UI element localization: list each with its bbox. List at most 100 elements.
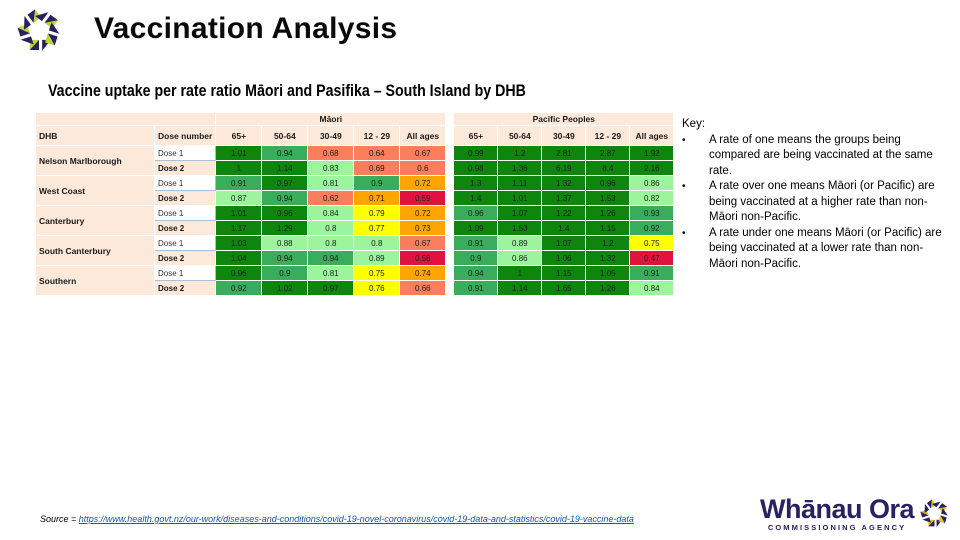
maori-table: Māori DHB Dose number 65+ 50-64 30-49 12 - 29 A… [34,112,447,296]
column-header-age-0: 65+ [453,125,499,146]
key-bullet-text: A rate of one means the groups being com… [709,133,933,177]
rate-cell: 0.72 [399,175,447,191]
table-row: Dose 2 1.17 1.29 0.8 0.77 0.73 [36,220,447,236]
rate-cell: 0.9 [453,250,499,266]
rate-cell: 0.92 [629,220,675,236]
rate-cell: 1 [497,265,543,281]
rate-cell: 1.17 [215,220,263,236]
table-row: Dose 2 0.92 1.02 0.97 0.76 0.66 [36,280,447,296]
table-row: West Coast Dose 1 0.91 0.97 0.81 0.9 0.72 [35,175,447,206]
rate-cell: 0.58 [399,250,447,266]
table-row: South Canterbury Dose 1 1.03 0.88 0.8 0.8 0.67 [35,235,447,266]
rate-cell: 1.92 [629,145,675,161]
rate-cell: 0.64 [353,145,401,161]
rate-cell: 1.26 [585,280,631,296]
rate-cell: 0.79 [353,205,401,221]
table-row: 0.99 1.2 2.81 2.87 1.92 [453,145,675,161]
table-row: 1.3 1.11 1.32 0.96 0.86 [453,175,675,191]
key-bullet-item: • A rate under one means Māori (or Pacifi… [682,226,942,273]
rate-cell: 8.4 [585,160,631,176]
rate-cell: 2.87 [585,145,631,161]
rate-cell: 1.02 [261,280,309,296]
rate-cell: 0.82 [629,190,675,206]
table-row: Dose 2 1.04 0.94 0.94 0.89 0.58 [36,250,447,266]
rate-cell: 0.88 [261,235,309,251]
table-row: Nelson Marlborough Dose 1 1.01 0.94 0.68 0.64… [35,145,447,176]
rate-cell: 1.05 [585,265,631,281]
rate-cell: 0.94 [261,250,309,266]
rate-cell: 1.14 [497,280,543,296]
rate-cell: 0.72 [399,205,447,221]
dose-cell: Dose 1 [153,175,217,191]
rate-cell: 0.71 [353,190,401,206]
rate-cell: 1.01 [215,205,263,221]
source-link[interactable]: https://www.health.govt.nz/our-work/dise… [78,514,634,524]
rate-cell: 0.87 [215,190,263,206]
column-header-age-0: 65+ [215,125,263,146]
key-bullet-item: • A rate over one means Māori (or Pacific… [682,179,942,226]
rate-cell: 1.26 [585,205,631,221]
rate-cell: 2.16 [629,160,675,176]
column-header-age-4: All ages [629,125,675,146]
rate-cell: 0.98 [453,160,499,176]
rate-cell: 0.62 [307,190,355,206]
rate-cell: 1.37 [541,190,587,206]
dose-cell: Dose 2 [153,280,217,296]
dhb-name-cell: South Canterbury [35,235,155,266]
whanau-ora-logotype: Whānau Ora COMMISSIONING AGENCY [760,494,915,533]
rate-cell: 1.22 [541,205,587,221]
column-header-age-1: 50-64 [261,125,309,146]
rate-cell: 0.94 [261,145,309,161]
table-corner [34,112,217,126]
heatmap-tables: Māori DHB Dose number 65+ 50-64 30-49 12 - 29 A… [34,112,675,296]
rate-cell: 0.91 [215,175,263,191]
rate-cell: 1.29 [261,220,309,236]
dose-cell: Dose 2 [153,190,217,206]
rate-cell: 1.07 [541,235,587,251]
rate-cell: 0.96 [261,205,309,221]
rate-cell: 1.15 [541,265,587,281]
rate-cell: 1.04 [215,250,263,266]
rate-cell: 0.99 [453,145,499,161]
rate-cell: 0.75 [629,235,675,251]
group-header: Pacific Peoples [453,112,675,126]
table-row: Canterbury Dose 1 1.01 0.96 0.84 0.79 0.72 [35,205,447,236]
dhb-name-cell: West Coast [35,175,155,206]
rate-cell: 1.3 [453,175,499,191]
whanau-ora-tagline: COMMISSIONING AGENCY [767,523,907,532]
table-row: 1.09 1.53 1.4 1.15 0.92 [453,220,675,236]
rate-cell: 0.86 [497,250,543,266]
key-bullet-item: • A rate of one means the groups being co… [682,133,942,180]
rate-cell: 0.68 [307,145,355,161]
group-header: Māori [215,112,447,126]
rate-cell: 1.4 [453,190,499,206]
column-header-age-1: 50-64 [497,125,543,146]
page-title: Vaccination Analysis [94,12,398,45]
rate-cell: 0.66 [399,280,447,296]
dhb-name-cell: Southern [35,265,155,296]
rate-cell: 0.94 [453,265,499,281]
table-row: 0.91 0.89 1.07 1.2 0.75 [453,235,675,251]
rate-cell: 1.09 [453,220,499,236]
column-header-age-4: All ages [399,125,447,146]
rate-cell: 0.69 [353,160,401,176]
rate-cell: 0.74 [399,265,447,281]
key-bullet-text: A rate under one means Māori (or Pacific… [709,226,942,270]
whanau-ora-name: Whānau Ora [760,494,915,524]
key-panel: Key: • A rate of one means the groups bei… [682,117,942,272]
table-row: 0.96 1.07 1.22 1.26 0.93 [453,205,675,221]
rate-cell: 0.59 [399,190,447,206]
table-row: Dose 2 0.87 0.94 0.62 0.71 0.59 [36,190,447,206]
whanau-ora-logo: Whānau Ora COMMISSIONING AGENCY [760,496,951,532]
rate-cell: 1.01 [497,190,543,206]
source-prefix: Source = [40,514,79,524]
column-header-age-2: 30-49 [541,125,587,146]
dose-cell: Dose 2 [153,220,217,236]
rate-cell: 0.67 [399,235,447,251]
rate-cell: 1.2 [497,145,543,161]
table-row: 0.98 1.36 6.19 8.4 2.16 [453,160,675,176]
table-row: 0.91 1.14 1.65 1.26 0.84 [453,280,675,296]
rate-cell: 1.65 [541,280,587,296]
rate-cell: 0.77 [353,220,401,236]
